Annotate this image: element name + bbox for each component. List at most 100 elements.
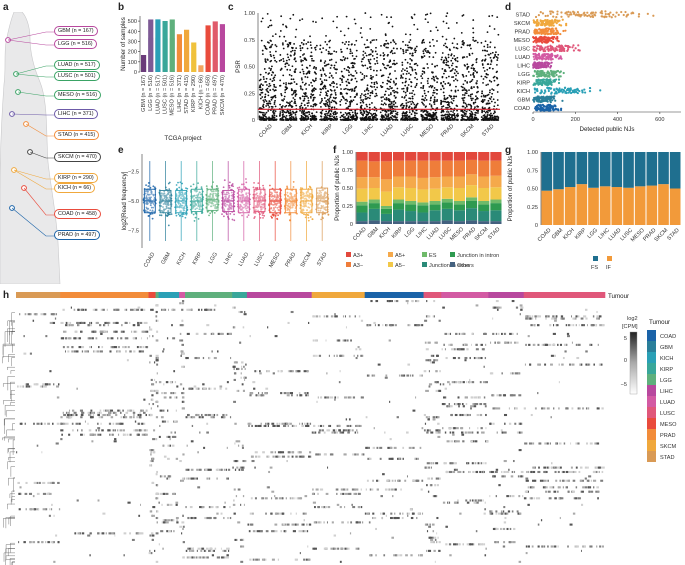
c-point [367, 92, 369, 95]
c-point [282, 82, 285, 85]
c-point [472, 19, 475, 21]
d-point [540, 32, 543, 36]
d-point [541, 30, 544, 33]
c-point [424, 97, 427, 99]
c-point [283, 115, 286, 118]
e-point [150, 192, 153, 195]
e-point [152, 206, 155, 209]
c-point [464, 89, 467, 91]
c-point [394, 110, 397, 113]
e-point [258, 197, 261, 200]
c-point [412, 118, 415, 121]
e-point [255, 209, 257, 211]
c-point [423, 71, 426, 74]
c-point [470, 99, 473, 102]
e-point [198, 206, 201, 208]
b-y-tick-label: 500 [128, 19, 137, 25]
c-point [468, 89, 470, 92]
c-point [292, 13, 295, 16]
c-point [348, 67, 351, 69]
c-point [395, 82, 398, 85]
c-point [266, 84, 268, 86]
e-point [164, 203, 167, 206]
c-point [312, 99, 314, 102]
c-point [293, 89, 296, 92]
e-point [177, 213, 180, 216]
d-point [547, 65, 550, 68]
c-point [279, 84, 282, 87]
c-point [310, 93, 313, 95]
c-point [410, 16, 413, 18]
c-point [376, 53, 379, 56]
c-point [469, 43, 472, 46]
e-point [184, 197, 187, 199]
b-bar-shade [148, 37, 154, 72]
c-point [475, 82, 478, 84]
d-point [546, 53, 549, 56]
body-map-leader [11, 207, 54, 237]
c-point [284, 91, 287, 94]
d-point [547, 48, 550, 51]
c-point [375, 92, 378, 95]
c-point [343, 34, 346, 37]
c-point [346, 113, 348, 115]
c-point [491, 92, 494, 95]
c-point [348, 105, 351, 108]
d-point [620, 10, 623, 14]
d-point [564, 90, 567, 93]
c-point [362, 99, 365, 101]
c-point [465, 105, 468, 108]
c-point [402, 73, 405, 75]
c-point [360, 99, 363, 101]
d-point [541, 39, 544, 42]
c-point [260, 20, 263, 23]
e-point [199, 204, 202, 206]
c-point [379, 111, 382, 114]
c-point [485, 84, 488, 87]
c-point [452, 111, 455, 113]
c-point [404, 33, 407, 36]
e-point [225, 201, 228, 203]
c-point [369, 94, 372, 97]
c-point [462, 39, 464, 42]
c-point [413, 49, 416, 51]
c-point [303, 104, 306, 106]
c-point [486, 111, 489, 114]
c-point [401, 116, 404, 119]
c-point [299, 105, 301, 108]
body-map-label: MESO (n = 516) [54, 90, 102, 100]
c-point [324, 114, 327, 117]
c-point [383, 66, 386, 69]
c-point [455, 95, 458, 98]
c-point [414, 47, 417, 50]
c-point [346, 78, 349, 81]
c-point [440, 99, 442, 102]
e-point [168, 194, 171, 197]
c-point [430, 116, 433, 118]
e-point [246, 201, 248, 204]
c-point [409, 92, 411, 95]
c-point [290, 50, 292, 53]
e-y-axis-label: log2[Read frequency] [121, 171, 128, 230]
c-point [408, 106, 410, 109]
c-point [392, 80, 395, 83]
d-point [578, 89, 581, 93]
c-point [488, 79, 491, 82]
c-point [336, 26, 338, 29]
c-point [292, 112, 295, 114]
c-point [375, 114, 378, 117]
e-point [181, 215, 184, 218]
d-point [535, 49, 538, 52]
d-point [560, 44, 563, 47]
c-point [273, 56, 276, 59]
c-point [306, 76, 309, 79]
e-point [199, 193, 202, 196]
c-point [456, 119, 459, 121]
c-point [421, 42, 423, 44]
c-point [260, 83, 263, 86]
c-point [279, 103, 281, 106]
c-point [325, 64, 327, 67]
c-point [336, 15, 339, 18]
c-point [405, 104, 408, 107]
d-point [539, 92, 542, 95]
